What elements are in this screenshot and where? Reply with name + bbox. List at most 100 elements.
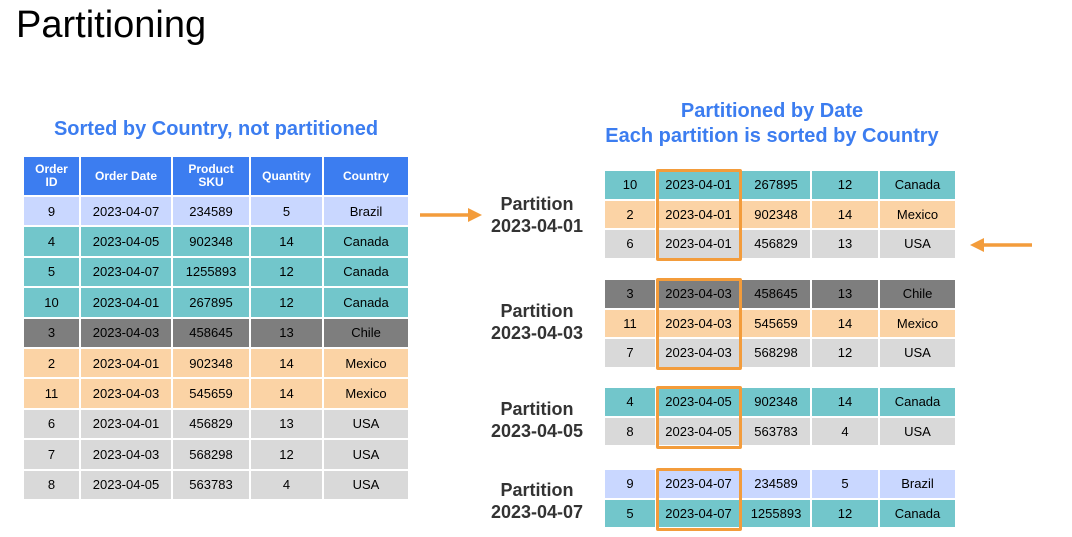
header-country: Country: [324, 157, 408, 197]
country-cell: USA: [880, 230, 955, 260]
country-cell: Mexico: [880, 309, 955, 339]
country-cell: Chile: [324, 318, 408, 349]
right-heading: Partitioned by Date Each partition is so…: [586, 99, 958, 149]
order-id-cell: 2: [24, 348, 81, 380]
order-id-cell: 5: [605, 499, 657, 529]
order-date-cell: 2023-04-07: [81, 197, 173, 228]
table-row: 11 2023-04-03 545659 14 Mexico: [24, 379, 408, 410]
order-date-cell: 2023-04-03: [657, 309, 742, 339]
order-date-cell: 2023-04-05: [657, 417, 742, 447]
table-row: 3 2023-04-03 458645 13 Chile: [605, 280, 955, 310]
quantity-cell: 4: [251, 470, 324, 501]
country-cell: Canada: [880, 499, 955, 529]
country-cell: USA: [324, 409, 408, 441]
partition-label-3: Partition 2023-04-05: [478, 398, 596, 442]
order-id-cell: 7: [605, 339, 657, 369]
page-title: Partitioning: [16, 4, 207, 46]
quantity-cell: 12: [251, 288, 324, 319]
table-row: 2 2023-04-01 902348 14 Mexico: [605, 200, 955, 230]
quantity-cell: 14: [251, 379, 324, 410]
quantity-cell: 13: [251, 409, 324, 441]
header-order-id: Order ID: [24, 157, 81, 197]
order-id-cell: 11: [24, 379, 81, 410]
partition-label-date: 2023-04-03: [490, 323, 584, 343]
table-row: 7 2023-04-03 568298 12 USA: [605, 339, 955, 369]
product-sku-cell: 545659: [742, 309, 812, 339]
product-sku-cell: 545659: [173, 379, 251, 410]
order-id-cell: 11: [605, 309, 657, 339]
order-id-cell: 8: [24, 470, 81, 501]
quantity-cell: 14: [812, 200, 880, 230]
partition-label-2: Partition 2023-04-03: [478, 300, 596, 344]
order-id-cell: 5: [24, 257, 81, 289]
table-row: 9 2023-04-07 234589 5 Brazil: [605, 470, 955, 500]
partition-label-date: 2023-04-01: [490, 216, 584, 236]
partition-table-3: 4 2023-04-05 902348 14 Canada 8 2023-04-05 5637…: [605, 388, 955, 447]
country-cell: Mexico: [880, 200, 955, 230]
country-cell: USA: [324, 470, 408, 501]
order-date-cell: 2023-04-01: [657, 200, 742, 230]
order-date-cell: 2023-04-05: [81, 470, 173, 501]
partition-label-date: 2023-04-05: [490, 421, 584, 441]
country-cell: Canada: [324, 257, 408, 289]
header-quantity: Quantity: [251, 157, 324, 197]
arrow-right-icon: [420, 208, 482, 222]
order-date-cell: 2023-04-03: [81, 440, 173, 471]
order-date-cell: 2023-04-03: [657, 280, 742, 310]
right-heading-line1: Partitioned by Date: [680, 100, 864, 122]
order-id-cell: 4: [605, 388, 657, 418]
left-heading: Sorted by Country, not partitioned: [53, 118, 379, 140]
product-sku-cell: 902348: [173, 227, 251, 258]
order-id-cell: 7: [24, 440, 81, 471]
table-row: 8 2023-04-05 563783 4 USA: [605, 417, 955, 447]
country-cell: Brazil: [324, 197, 408, 228]
table-row: 10 2023-04-01 267895 12 Canada: [605, 171, 955, 201]
table-header-row: Order ID Order Date Product SKU Quantity…: [24, 157, 408, 197]
order-id-cell: 2: [605, 200, 657, 230]
product-sku-cell: 902348: [742, 200, 812, 230]
product-sku-cell: 458645: [173, 318, 251, 349]
header-product-sku: Product SKU: [173, 157, 251, 197]
header-order-date: Order Date: [81, 157, 173, 197]
partition-label-1: Partition 2023-04-01: [478, 193, 596, 237]
product-sku-cell: 267895: [173, 288, 251, 319]
quantity-cell: 14: [251, 227, 324, 258]
order-date-cell: 2023-04-05: [81, 227, 173, 258]
country-cell: Canada: [324, 288, 408, 319]
quantity-cell: 12: [812, 171, 880, 201]
product-sku-cell: 267895: [742, 171, 812, 201]
table-row: 9 2023-04-07 234589 5 Brazil: [24, 197, 408, 228]
order-date-cell: 2023-04-07: [657, 499, 742, 529]
quantity-cell: 12: [812, 499, 880, 529]
order-date-cell: 2023-04-07: [657, 470, 742, 500]
unpartitioned-table: Order ID Order Date Product SKU Quantity…: [24, 157, 408, 501]
partition-table-2: 3 2023-04-03 458645 13 Chile 11 2023-04-03 5456…: [605, 280, 955, 369]
partition-label-date: 2023-04-07: [490, 502, 584, 522]
country-cell: Mexico: [324, 348, 408, 380]
product-sku-cell: 456829: [742, 230, 812, 260]
country-cell: Canada: [880, 388, 955, 418]
product-sku-cell: 563783: [173, 470, 251, 501]
order-id-cell: 9: [24, 197, 81, 228]
country-cell: USA: [880, 339, 955, 369]
quantity-cell: 14: [812, 388, 880, 418]
quantity-cell: 13: [251, 318, 324, 349]
right-heading-line2: Each partition is sorted by Country: [605, 125, 939, 147]
table-row: 5 2023-04-07 1255893 12 Canada: [605, 499, 955, 529]
order-id-cell: 10: [605, 171, 657, 201]
table-row: 11 2023-04-03 545659 14 Mexico: [605, 309, 955, 339]
order-id-cell: 3: [605, 280, 657, 310]
table-row: 4 2023-04-05 902348 14 Canada: [24, 227, 408, 258]
order-id-cell: 4: [24, 227, 81, 258]
product-sku-cell: 234589: [173, 197, 251, 228]
quantity-cell: 13: [812, 230, 880, 260]
quantity-cell: 5: [812, 470, 880, 500]
partition-label-word: Partition: [500, 480, 574, 500]
product-sku-cell: 1255893: [173, 257, 251, 289]
country-cell: Brazil: [880, 470, 955, 500]
order-date-cell: 2023-04-05: [657, 388, 742, 418]
table-row: 10 2023-04-01 267895 12 Canada: [24, 288, 408, 319]
product-sku-cell: 458645: [742, 280, 812, 310]
order-date-cell: 2023-04-03: [81, 379, 173, 410]
country-cell: USA: [880, 417, 955, 447]
